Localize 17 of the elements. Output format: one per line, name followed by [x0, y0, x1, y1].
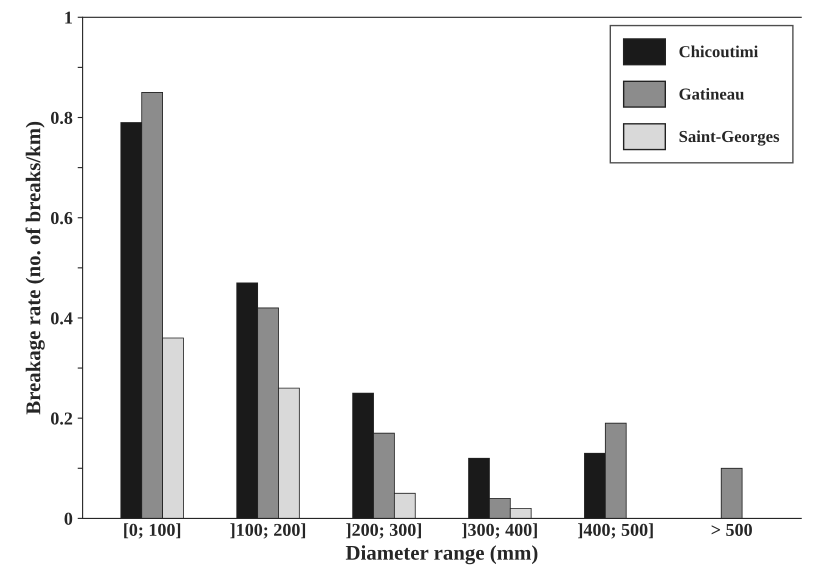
- x-tick-label: ]100; 200]: [230, 523, 306, 539]
- legend-label: Chicoutimi: [679, 46, 758, 58]
- y-tick-label: 0.4: [50, 312, 73, 324]
- legend-label: Gatineau: [679, 88, 744, 100]
- y-tick-label: 0: [64, 512, 72, 525]
- y-tick-label: 0.2: [50, 412, 72, 425]
- x-tick-label: [0; 100]: [124, 523, 180, 539]
- x-axis-title: Diameter range (mm): [346, 545, 538, 564]
- x-tick-label: ]300; 400]: [462, 523, 537, 539]
- y-tick-label: 1: [65, 12, 72, 24]
- x-tick-label: ]200; 300]: [346, 523, 421, 539]
- legend-label: Saint-Georges: [680, 130, 780, 146]
- x-tick-label: ]400; 500]: [578, 523, 653, 539]
- y-tick-label: 0.6: [50, 212, 72, 224]
- x-tick-label: > 500: [712, 524, 752, 536]
- y-tick-label: 0.8: [50, 112, 72, 124]
- y-axis-title: Breakage rate (no. of breaks/km): [25, 122, 45, 414]
